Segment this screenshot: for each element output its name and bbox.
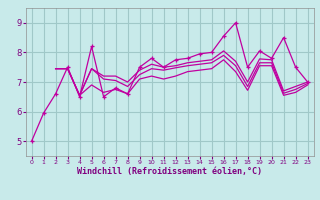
- X-axis label: Windchill (Refroidissement éolien,°C): Windchill (Refroidissement éolien,°C): [77, 167, 262, 176]
